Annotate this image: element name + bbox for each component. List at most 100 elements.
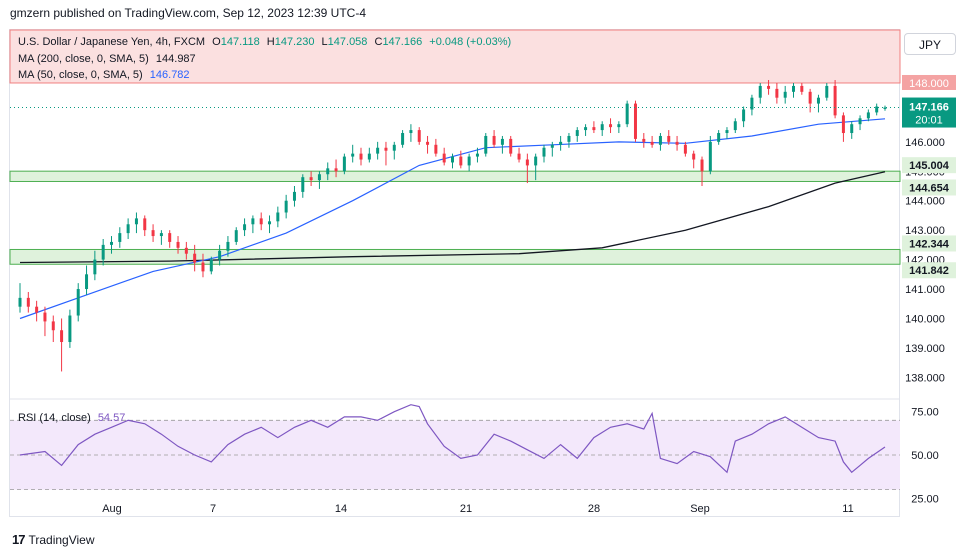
symbol-legend[interactable]: U.S. Dollar / Japanese Yen, 4h, FXCM O14…	[18, 36, 511, 48]
last-price-label: 147.166	[909, 102, 949, 114]
candle-body	[342, 156, 346, 172]
candle-body	[733, 121, 737, 131]
change-value: +0.048 (+0.03%)	[429, 36, 512, 48]
candle-body	[18, 297, 22, 307]
candle-body	[633, 103, 637, 139]
candle-body	[60, 330, 64, 343]
ma50-value: 146.782	[149, 69, 190, 81]
candle-body	[392, 144, 396, 151]
candle-body	[667, 135, 671, 142]
rsi-tick-label: 75.00	[911, 407, 939, 419]
tradingview-brand[interactable]: 17 TradingView	[12, 532, 95, 547]
candle-body	[268, 221, 272, 225]
last-price-label-bg	[902, 97, 956, 128]
candle-body	[550, 144, 554, 148]
candle-body	[451, 156, 454, 163]
candle-body	[783, 91, 787, 98]
ma200-name: MA (200, close, 0, SMA, 5)	[18, 53, 149, 65]
candle-body	[93, 259, 97, 275]
high-label: H	[266, 36, 275, 48]
zone-price-label-bg	[902, 157, 956, 174]
candle-body	[509, 138, 513, 154]
candle-body	[475, 153, 479, 157]
candle-body	[875, 106, 879, 113]
candle-body	[35, 306, 39, 313]
ma200-legend[interactable]: MA (200, close, 0, SMA, 5) 144.987	[18, 53, 196, 65]
candle-body	[559, 141, 563, 145]
candle-body	[833, 85, 837, 116]
support-zone	[9, 248, 901, 265]
candle-body	[159, 233, 163, 237]
candle-body	[409, 130, 413, 134]
candle-body	[218, 250, 222, 260]
candle-body	[234, 230, 238, 242]
candle-body	[292, 191, 296, 201]
candle-body	[309, 177, 313, 181]
candle-body	[376, 147, 380, 154]
candle-body	[683, 144, 687, 154]
candle-body	[567, 135, 571, 142]
candle-body	[592, 127, 596, 131]
time-tick-label: 28	[588, 503, 600, 515]
price-tick-label: 141.000	[905, 284, 945, 296]
low-label: L	[321, 36, 328, 48]
candle-body	[717, 133, 721, 142]
candle-body	[459, 156, 463, 166]
rsi-name: RSI (14, close)	[18, 412, 91, 424]
zone-price-label: 142.344	[909, 238, 950, 250]
candle-body	[850, 124, 854, 134]
currency-button[interactable]: JPY	[904, 33, 956, 55]
rsi-legend[interactable]: RSI (14, close) 54.57	[18, 412, 125, 424]
candle-body	[317, 174, 321, 181]
price-tick-label: 146.000	[905, 137, 945, 149]
rsi-tick-label: 25.00	[911, 493, 939, 505]
candle-body	[434, 144, 438, 154]
candle-body	[176, 241, 180, 248]
candle-body	[692, 153, 696, 160]
zone-price-label: 141.842	[909, 265, 949, 277]
candle-body	[767, 85, 771, 89]
candle-body	[675, 141, 679, 145]
candle-body	[168, 233, 172, 242]
price-tick-label: 139.000	[905, 343, 945, 355]
price-tick-label: 143.000	[905, 225, 945, 237]
candle-body	[151, 230, 155, 237]
ma50-legend[interactable]: MA (50, close, 0, SMA, 5) 146.782	[18, 69, 190, 81]
candle-body	[609, 124, 613, 128]
candle-body	[143, 218, 147, 231]
candle-body	[708, 141, 712, 172]
time-tick-label: 11	[842, 503, 853, 515]
rsi-tick-label: 50.00	[911, 450, 939, 462]
candle-body	[484, 135, 488, 154]
candle-body	[51, 321, 55, 331]
candle-body	[725, 130, 729, 134]
candle-body	[193, 253, 197, 263]
candle-body	[276, 212, 280, 222]
candle-body	[118, 233, 122, 242]
resistance-zone	[9, 29, 901, 84]
publish-header: gmzern published on TradingView.com, Sep…	[10, 6, 366, 20]
rsi-line	[19, 404, 886, 474]
candle-body	[584, 127, 588, 131]
candle-body	[658, 135, 662, 145]
ma200-line	[19, 171, 886, 264]
ma50-line	[19, 118, 886, 320]
tradingview-logo-icon: 17	[12, 532, 26, 547]
candle-body	[534, 156, 538, 166]
candle-body	[642, 138, 646, 142]
candle-body	[600, 124, 604, 131]
close-value: 147.166	[382, 36, 423, 48]
candle-body	[758, 85, 762, 98]
candle-body	[384, 147, 388, 151]
candle-body	[101, 244, 105, 260]
candle-body	[251, 218, 255, 225]
close-label: C	[374, 36, 383, 48]
candle-body	[284, 200, 288, 213]
price-tick-label: 140.000	[905, 313, 945, 325]
candle-body	[866, 112, 870, 119]
candle-body	[825, 85, 829, 98]
candle-body	[134, 218, 138, 225]
time-tick-label: Sep	[690, 503, 710, 515]
symbol-title: U.S. Dollar / Japanese Yen, 4h, FXCM	[18, 36, 206, 48]
